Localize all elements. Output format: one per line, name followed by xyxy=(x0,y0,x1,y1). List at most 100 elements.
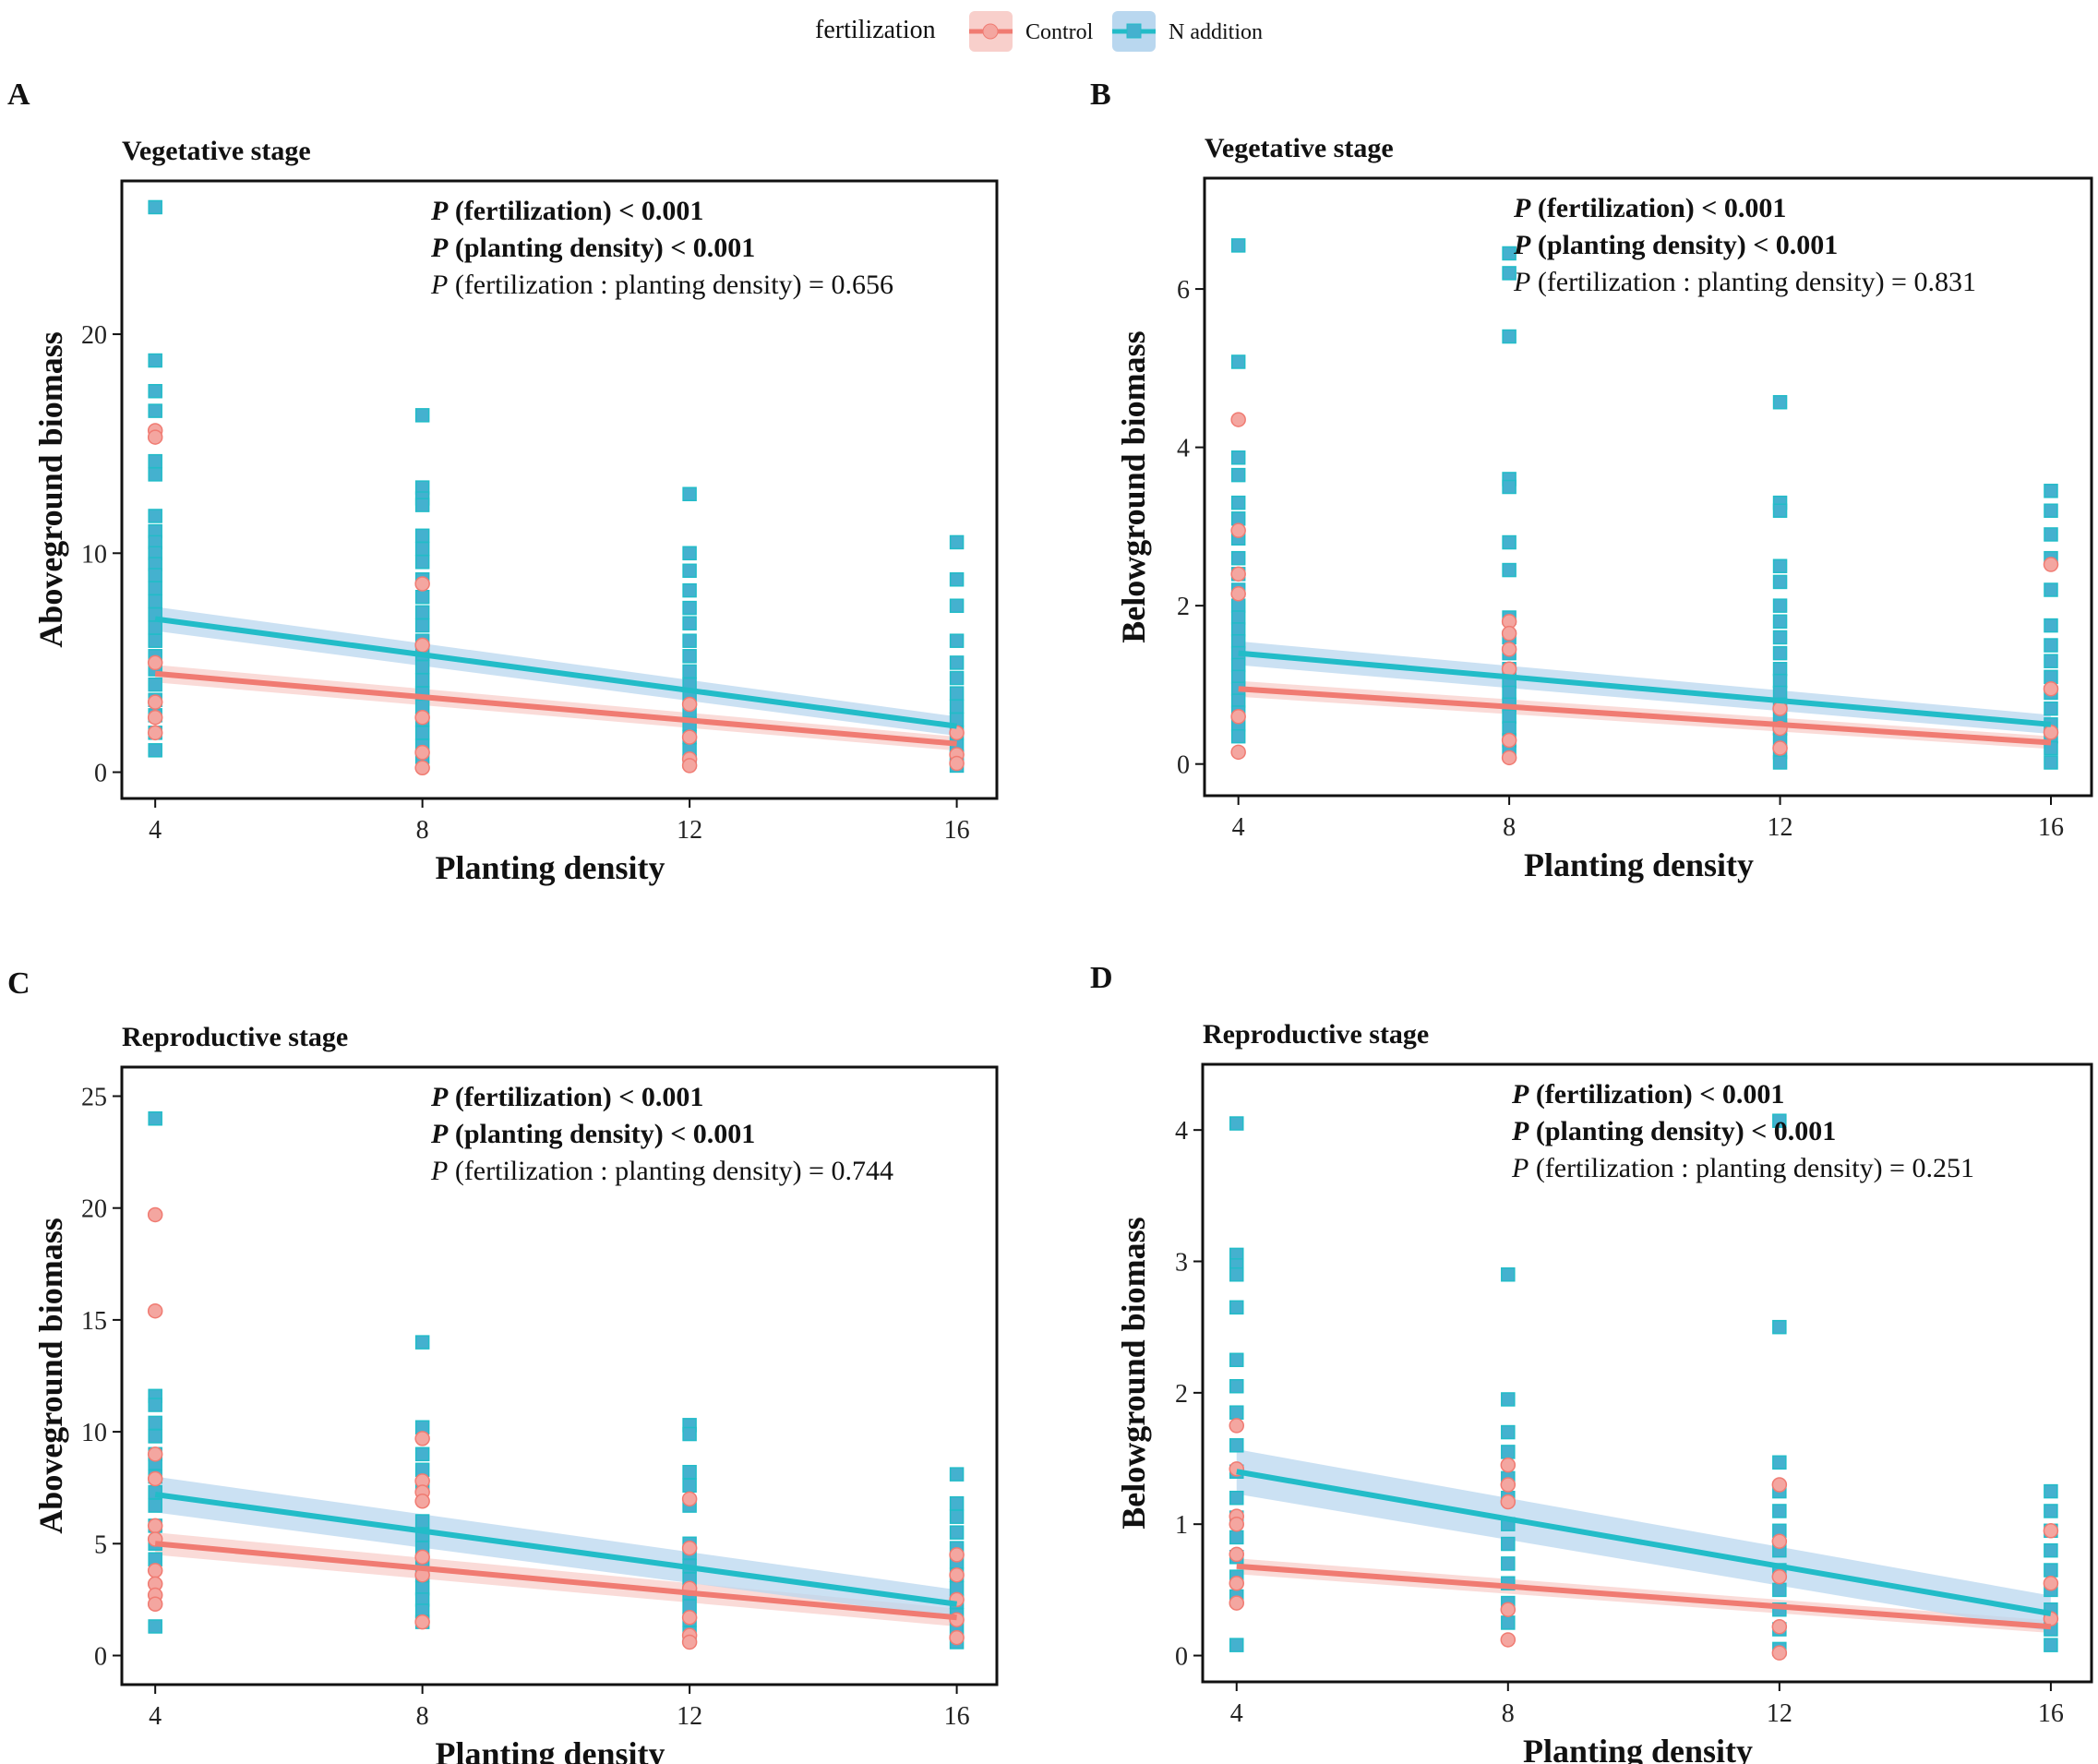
x-tick-label: 12 xyxy=(677,816,702,845)
point-control xyxy=(1230,744,1246,761)
point-n-addition xyxy=(148,568,162,582)
point-n-addition xyxy=(1229,1378,1244,1394)
point-n-addition xyxy=(414,498,430,512)
point-n-addition xyxy=(414,1514,430,1529)
point-n-addition xyxy=(1229,1266,1244,1282)
x-tick-label: 16 xyxy=(2038,813,2064,842)
point-n-addition xyxy=(949,670,965,686)
x-tick-label: 4 xyxy=(1230,1699,1243,1728)
p-value-line: P (planting density) < 0.001 xyxy=(430,1119,755,1149)
y-tick-label: 0 xyxy=(1175,1643,1188,1672)
point-control xyxy=(147,654,163,671)
point-n-addition xyxy=(2044,1542,2058,1558)
point-control xyxy=(1771,1568,1788,1585)
x-tick-label: 4 xyxy=(149,816,162,845)
y-tick-label: 6 xyxy=(1177,276,1190,305)
legend-key-n-addition xyxy=(1112,11,1156,52)
point-n-addition xyxy=(2044,1638,2058,1652)
point-control xyxy=(681,758,698,774)
point-control xyxy=(147,1563,163,1578)
p-value-text: (planting density) < 0.001 xyxy=(448,1119,755,1149)
point-control xyxy=(414,1431,430,1446)
point-n-addition xyxy=(949,598,965,613)
point-n-addition xyxy=(1230,622,1246,637)
p-symbol: P xyxy=(430,1119,449,1149)
point-n-addition xyxy=(414,408,430,423)
legend-n-addition-marker xyxy=(1126,23,1142,39)
point-control xyxy=(681,1540,698,1556)
point-n-addition xyxy=(682,1478,697,1494)
point-n-addition xyxy=(414,589,430,605)
point-control xyxy=(414,1493,430,1509)
point-n-addition xyxy=(148,199,162,215)
point-n-addition xyxy=(1229,1638,1244,1652)
y-axis-title: Aboveground biomass xyxy=(32,331,69,647)
point-control xyxy=(949,755,965,772)
point-control xyxy=(414,709,430,726)
y-axis-title: Belowground biomass xyxy=(1115,330,1152,642)
fit-line-control xyxy=(154,1541,957,1621)
point-n-addition xyxy=(414,726,430,740)
point-n-addition xyxy=(682,664,697,679)
p-value-text: (fertilization : planting density) = 0.2… xyxy=(1529,1153,1974,1183)
point-control xyxy=(147,1470,163,1487)
point-n-addition xyxy=(148,620,162,635)
y-axis-title: Aboveground biomass xyxy=(32,1218,69,1533)
point-n-addition xyxy=(949,1467,965,1482)
p-value-line: P (fertilization) < 0.001 xyxy=(1513,193,1786,223)
point-n-addition xyxy=(1501,1392,1516,1407)
point-n-addition xyxy=(1230,354,1246,369)
point-n-addition xyxy=(1230,238,1246,253)
point-n-addition xyxy=(1230,728,1246,744)
p-symbol: P xyxy=(1513,267,1530,297)
p-value-line: P (fertilization) < 0.001 xyxy=(1511,1079,1784,1110)
stage-title: Reproductive stage xyxy=(122,1022,348,1052)
x-tick-label: 8 xyxy=(416,1702,429,1731)
point-n-addition xyxy=(1230,657,1246,673)
y-tick-label: 20 xyxy=(81,1195,107,1224)
stage-title: Vegetative stage xyxy=(1205,133,1394,163)
point-n-addition xyxy=(1230,693,1246,708)
p-symbol: P xyxy=(1513,230,1531,260)
point-n-addition xyxy=(148,467,162,482)
point-n-addition xyxy=(682,1426,697,1442)
point-n-addition xyxy=(1229,1530,1244,1545)
y-tick-label: 10 xyxy=(81,1419,107,1447)
point-control xyxy=(147,694,163,710)
panel-a: A Vegetative stage 4 8 12 16 0 10 20 Planting den… xyxy=(7,78,999,886)
point-n-addition xyxy=(414,541,430,557)
p-value-line: P (fertilization : planting density) = 0… xyxy=(1511,1153,1974,1183)
point-control xyxy=(414,637,430,654)
x-tick-label: 16 xyxy=(944,816,970,845)
point-n-addition xyxy=(1772,755,1788,770)
point-n-addition xyxy=(2044,503,2058,518)
point-n-addition xyxy=(1230,610,1246,625)
legend-title: fertilization xyxy=(815,16,936,44)
point-control xyxy=(1230,708,1246,725)
point-control xyxy=(147,1518,163,1534)
point-control xyxy=(1500,1457,1517,1473)
point-n-addition xyxy=(949,633,965,648)
point-control xyxy=(414,1549,430,1566)
p-symbol: P xyxy=(1511,1079,1529,1110)
point-n-addition xyxy=(2044,701,2058,716)
point-n-addition xyxy=(1501,1615,1516,1630)
point-n-addition xyxy=(414,618,430,633)
x-tick-label: 4 xyxy=(1232,813,1245,842)
panel-letter: C xyxy=(7,966,30,1001)
y-tick-label: 4 xyxy=(1175,1117,1188,1146)
point-n-addition xyxy=(1772,574,1788,590)
point-n-addition xyxy=(682,649,697,664)
legend-label-n-addition: N addition xyxy=(1169,20,1263,44)
point-control xyxy=(949,1547,965,1563)
panel-letter: D xyxy=(1090,961,1113,995)
point-n-addition xyxy=(949,699,965,714)
point-n-addition xyxy=(2044,527,2058,542)
y-tick-label: 20 xyxy=(81,321,107,350)
point-n-addition xyxy=(949,1495,965,1511)
point-n-addition xyxy=(1502,479,1517,495)
point-control xyxy=(681,1610,698,1626)
point-n-addition xyxy=(682,616,697,630)
point-n-addition xyxy=(1772,645,1788,661)
